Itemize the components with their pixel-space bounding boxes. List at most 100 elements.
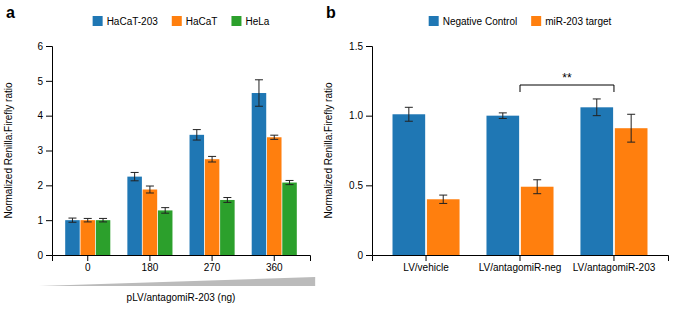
legend-item: HeLa xyxy=(231,16,269,27)
y-tick-label: 0 xyxy=(37,250,43,261)
legend-item: HaCaT-203 xyxy=(93,16,159,27)
x-tick-mark xyxy=(613,255,614,261)
y-tick-label: 1.5 xyxy=(349,41,363,52)
x-tick-label: 270 xyxy=(204,262,221,273)
error-bar xyxy=(131,172,139,180)
y-tick-label: 3 xyxy=(37,145,43,156)
bar xyxy=(127,177,142,255)
error-bar xyxy=(499,113,507,119)
x-tick-label: LV/antagomiR-neg xyxy=(479,262,562,273)
error-bar xyxy=(193,130,201,140)
y-tick: 1 xyxy=(37,215,52,226)
panel-title: a xyxy=(6,4,15,21)
panel: 0 1 2 3 4 5 6 0 180 270 360 Normalized Renilla:Fire… xyxy=(3,16,315,303)
y-tick-label: 4 xyxy=(37,110,43,121)
x-tick-mark xyxy=(212,255,213,261)
annotation: ** xyxy=(562,71,572,85)
bar xyxy=(427,199,460,255)
bar xyxy=(615,128,648,255)
error-bar xyxy=(439,195,447,203)
x-tick-mark xyxy=(274,255,275,261)
x-tick-label: 180 xyxy=(142,262,159,273)
error-bar xyxy=(146,186,154,193)
bar xyxy=(143,190,158,255)
legend-label: miR-203 target xyxy=(545,16,611,27)
x-tick-label: LV/antagomiR-203 xyxy=(573,262,656,273)
error-bar xyxy=(255,80,263,106)
y-tick-mark xyxy=(46,185,52,186)
x-tick-mark xyxy=(426,255,427,261)
y-tick: 1.5 xyxy=(349,41,372,52)
y-tick-mark xyxy=(366,116,372,117)
y-axis-title: Normalized Renilla:Firefly ratio xyxy=(3,82,14,219)
error-bar xyxy=(627,114,635,142)
legend-label: HeLa xyxy=(245,16,269,27)
y-tick: 6 xyxy=(37,41,52,52)
x-axis: 0 180 270 360 xyxy=(53,255,311,273)
legend: Negative ControlmiR-203 target xyxy=(429,16,612,27)
bar xyxy=(252,93,267,255)
bar xyxy=(65,220,80,255)
bar-series xyxy=(65,80,266,255)
chart-svg: 0 1 2 3 4 5 6 0 180 270 360 Normalized Renilla:Fire… xyxy=(0,0,678,317)
error-bar xyxy=(270,135,278,139)
y-tick-label: 0 xyxy=(357,250,363,261)
error-bar xyxy=(286,180,294,184)
y-tick-mark xyxy=(46,116,52,117)
legend-swatch xyxy=(93,16,103,26)
error-bar xyxy=(223,198,231,203)
bar xyxy=(521,187,554,255)
panel-title: b xyxy=(326,4,336,21)
bar-series xyxy=(96,180,297,255)
y-tick-label: 2 xyxy=(37,180,43,191)
x-tick: LV/antagomiR-203 xyxy=(573,255,656,273)
x-tick: LV/vehicle xyxy=(403,255,449,273)
bar xyxy=(205,159,220,255)
y-axis-line xyxy=(366,47,373,256)
y-axis-title: Normalized Renilla:Firefly ratio xyxy=(323,82,334,219)
y-tick-mark xyxy=(366,255,372,256)
x-tick: 180 xyxy=(142,255,159,273)
bar-series xyxy=(80,135,281,255)
y-tick: 0.5 xyxy=(349,180,372,191)
error-bar xyxy=(405,107,413,121)
y-tick: 5 xyxy=(37,76,52,87)
significance-bracket xyxy=(520,85,614,92)
x-tick-mark xyxy=(149,255,150,261)
error-bar xyxy=(208,156,216,162)
y-tick-mark xyxy=(46,46,52,47)
plot-area xyxy=(393,99,648,255)
bar xyxy=(96,220,111,255)
bar-series xyxy=(427,114,648,255)
legend: HaCaT-203 HaCaT HeLa xyxy=(93,16,270,27)
bar xyxy=(580,107,613,255)
legend-label: HaCaT-203 xyxy=(107,16,159,27)
x-tick-label: 0 xyxy=(85,262,91,273)
legend-swatch xyxy=(429,16,439,26)
x-tick-label: 360 xyxy=(266,262,283,273)
y-tick: 4 xyxy=(37,110,52,121)
bar xyxy=(158,210,173,255)
bar xyxy=(220,200,235,255)
y-axis: 00.51.01.5 xyxy=(349,41,372,261)
y-tick: 2 xyxy=(37,180,52,191)
y-tick: 3 xyxy=(37,145,52,156)
x-tick-label: LV/vehicle xyxy=(403,262,449,273)
y-tick-label: 6 xyxy=(37,41,43,52)
dose-wedge xyxy=(39,277,315,286)
legend-swatch xyxy=(172,16,182,26)
panel: 00.51.01.5LV/vehicleLV/antagomiR-negLV/a… xyxy=(323,16,669,273)
y-tick-mark xyxy=(46,255,52,256)
y-tick: 0 xyxy=(37,250,52,261)
y-tick-mark xyxy=(46,151,52,152)
error-bar xyxy=(593,99,601,116)
x-axis-title: pLV/antagomiR-203 (ng) xyxy=(127,292,236,303)
legend-item: miR-203 target xyxy=(531,16,611,27)
y-tick-label: 5 xyxy=(37,76,43,87)
x-tick: 270 xyxy=(204,255,221,273)
legend-item: HaCaT xyxy=(172,16,218,27)
x-tick-mark xyxy=(520,255,521,261)
legend-swatch xyxy=(531,16,541,26)
x-tick: 0 xyxy=(85,255,91,273)
error-bar xyxy=(84,218,92,221)
